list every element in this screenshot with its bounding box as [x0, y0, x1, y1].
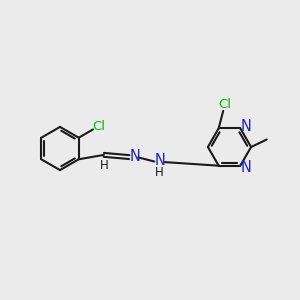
Text: N: N: [241, 119, 252, 134]
Text: Cl: Cl: [218, 98, 231, 111]
Text: H: H: [99, 159, 108, 172]
Text: N: N: [241, 160, 252, 175]
Text: Cl: Cl: [92, 120, 105, 133]
Text: H: H: [155, 167, 164, 179]
Text: N: N: [154, 153, 165, 168]
Text: N: N: [129, 149, 140, 164]
